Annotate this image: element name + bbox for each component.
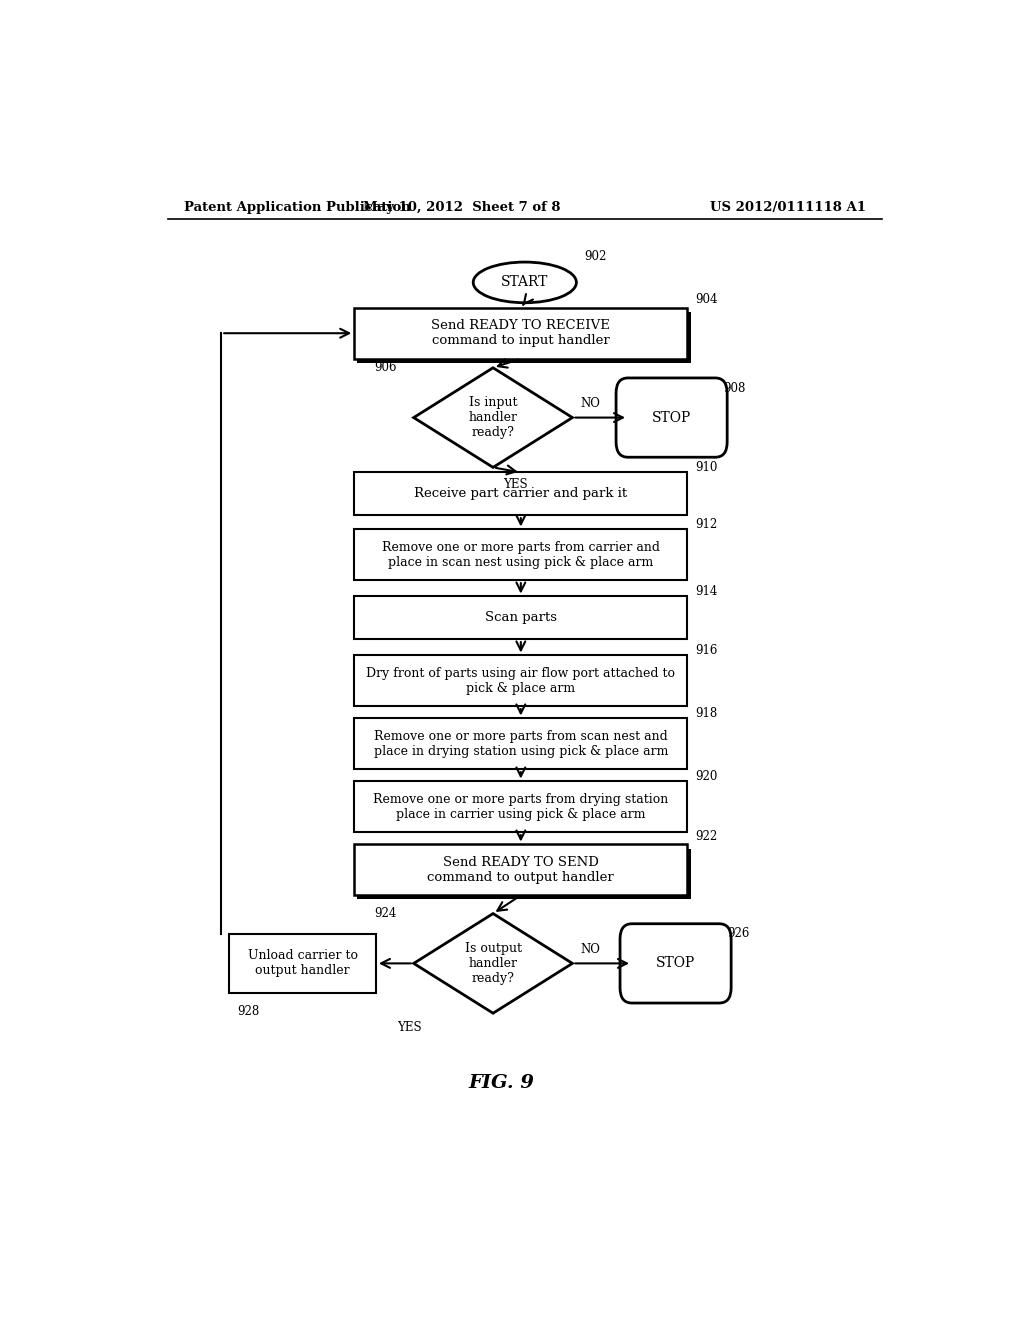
Text: 922: 922 [695,830,718,843]
FancyBboxPatch shape [354,781,687,833]
Text: US 2012/0111118 A1: US 2012/0111118 A1 [710,201,866,214]
FancyBboxPatch shape [620,924,731,1003]
Ellipse shape [473,263,577,302]
FancyBboxPatch shape [616,378,727,457]
Text: NO: NO [581,944,600,956]
Text: Unload carrier to
output handler: Unload carrier to output handler [248,949,357,977]
Text: Dry front of parts using air flow port attached to
pick & place arm: Dry front of parts using air flow port a… [367,667,676,694]
Text: Is input
handler
ready?: Is input handler ready? [469,396,517,440]
FancyBboxPatch shape [354,308,687,359]
Text: May 10, 2012  Sheet 7 of 8: May 10, 2012 Sheet 7 of 8 [362,201,560,214]
FancyBboxPatch shape [357,849,690,899]
Text: YES: YES [397,1022,422,1035]
Text: Is output
handler
ready?: Is output handler ready? [465,942,521,985]
FancyBboxPatch shape [354,473,687,515]
FancyBboxPatch shape [354,845,687,895]
FancyBboxPatch shape [354,656,687,706]
Text: 904: 904 [695,293,718,306]
FancyBboxPatch shape [229,935,376,993]
Text: 926: 926 [727,928,750,940]
FancyBboxPatch shape [354,718,687,770]
Text: Send READY TO SEND
command to output handler: Send READY TO SEND command to output han… [427,855,614,884]
Text: 908: 908 [723,381,745,395]
Polygon shape [414,913,572,1014]
Text: 906: 906 [374,362,396,375]
Text: 912: 912 [695,517,718,531]
Text: FIG. 9: FIG. 9 [468,1074,534,1093]
Polygon shape [414,368,572,467]
Text: 910: 910 [695,461,718,474]
Text: 914: 914 [695,585,718,598]
Text: Remove one or more parts from drying station
place in carrier using pick & place: Remove one or more parts from drying sta… [373,793,669,821]
Text: 918: 918 [695,706,718,719]
Text: STOP: STOP [656,957,695,970]
Text: Scan parts: Scan parts [484,611,557,624]
Text: 920: 920 [695,770,718,783]
Text: Remove one or more parts from scan nest and
place in drying station using pick &: Remove one or more parts from scan nest … [374,730,668,758]
Text: YES: YES [503,478,527,491]
Text: NO: NO [581,397,600,411]
Text: Patent Application Publication: Patent Application Publication [183,201,411,214]
Text: START: START [501,276,549,289]
Text: Send READY TO RECEIVE
command to input handler: Send READY TO RECEIVE command to input h… [431,319,610,347]
Text: 928: 928 [238,1005,259,1018]
Text: 916: 916 [695,644,718,657]
Text: Remove one or more parts from carrier and
place in scan nest using pick & place : Remove one or more parts from carrier an… [382,541,659,569]
Text: Receive part carrier and park it: Receive part carrier and park it [415,487,628,500]
FancyBboxPatch shape [357,312,690,363]
FancyBboxPatch shape [354,597,687,639]
FancyBboxPatch shape [354,529,687,581]
Text: 902: 902 [585,251,606,264]
Text: STOP: STOP [652,411,691,425]
Text: 924: 924 [374,907,396,920]
